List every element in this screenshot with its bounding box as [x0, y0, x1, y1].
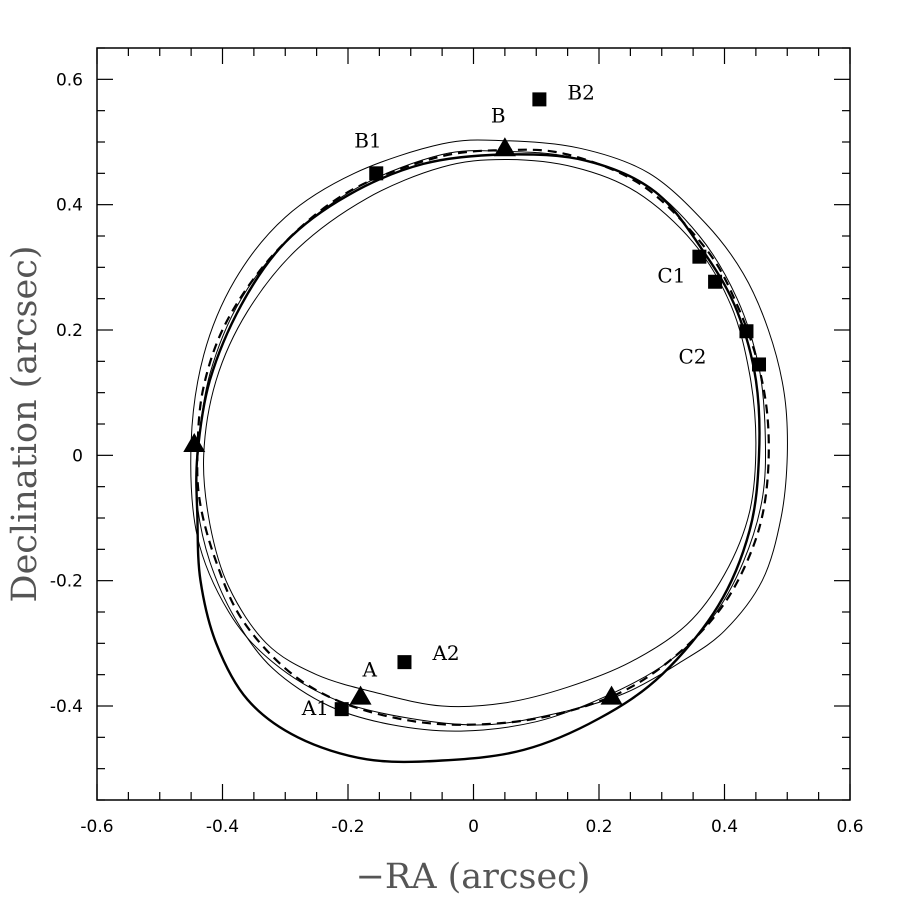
x-axis-title: −RA (arcsec) — [356, 857, 591, 897]
y-tick-label: 0.4 — [56, 196, 83, 216]
model-curves — [190, 139, 788, 764]
image-label-c2: C2 — [678, 344, 706, 368]
x-tick-label: 0.6 — [836, 817, 863, 837]
image-label-a: A — [362, 658, 378, 682]
thin-curve — [190, 139, 788, 726]
square-marker — [739, 324, 754, 339]
axis-tick-labels: -0.6 -0.4 -0.2 0 0.2 0.4 0.6 -0.4 -0.2 0 0.2 0.4 0.6 — [50, 70, 864, 837]
y-tick-label: -0.4 — [50, 697, 83, 717]
x-tick-label: -0.2 — [331, 817, 364, 837]
square-marker — [369, 166, 384, 181]
square-marker — [692, 249, 707, 264]
y-tick-label: 0 — [72, 446, 83, 466]
thin-curve — [202, 158, 757, 708]
y-tick-label: -0.2 — [50, 572, 83, 592]
thick-curve — [195, 153, 761, 764]
dashed-curve — [196, 148, 770, 726]
square-marker — [397, 655, 412, 670]
square-marker — [532, 92, 547, 107]
thin-curve — [195, 150, 767, 732]
triangle-marker — [600, 685, 623, 705]
triangle-marker — [183, 433, 206, 453]
triangle-marker — [349, 685, 372, 705]
x-tick-label: -0.6 — [80, 817, 113, 837]
y-tick-label: 0.2 — [56, 321, 83, 341]
image-markers — [183, 92, 767, 717]
x-tick-label: 0.4 — [711, 817, 738, 837]
triangle-marker — [493, 137, 516, 157]
y-tick-label: 0.6 — [56, 70, 83, 90]
square-marker — [752, 357, 767, 372]
square-marker — [334, 702, 349, 717]
image-label-a1: A1 — [301, 696, 329, 720]
axis-ticks — [96, 47, 851, 801]
x-tick-label: -0.4 — [206, 817, 239, 837]
image-label-b: B — [491, 103, 506, 127]
y-axis-title: Declination (arcsec) — [5, 246, 45, 603]
image-label-b1: B1 — [354, 128, 381, 152]
image-label-b2: B2 — [567, 80, 594, 104]
image-labels: A1 A2 B1 B2 C1 C2 A B — [301, 80, 707, 720]
image-label-c1: C1 — [657, 264, 685, 288]
x-tick-label: 0.2 — [585, 817, 612, 837]
x-tick-label: 0 — [468, 817, 479, 837]
image-label-a2: A2 — [431, 641, 459, 665]
square-marker — [708, 274, 723, 289]
